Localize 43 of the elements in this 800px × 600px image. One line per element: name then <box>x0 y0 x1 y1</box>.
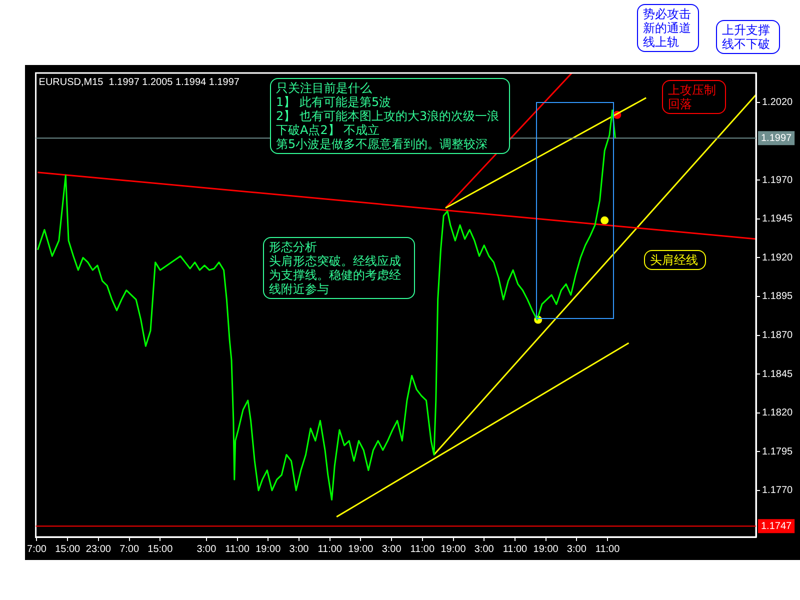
annotation: 头肩经线 <box>650 253 699 267</box>
ref-line-label: 1.1747 <box>761 520 792 532</box>
annotation: 2】 也有可能本图上攻的大3浪的次级一浪 <box>276 109 500 123</box>
annotation: 第5小波是做多不愿意看到的。调整较深 <box>276 137 489 151</box>
x-tick-label: 19:00 <box>348 544 374 555</box>
y-tick-label: 1.1895 <box>762 291 794 302</box>
text: 上升支撑线不下破 <box>722 23 771 51</box>
x-tick-label: 15:00 <box>55 544 81 555</box>
x-tick-label: 19:00 <box>533 544 559 555</box>
x-tick-label: 3:00 <box>196 544 217 555</box>
x-tick-label: 11:00 <box>318 544 342 555</box>
x-tick-label: 7:00 <box>27 544 47 555</box>
x-tick-label: 19:00 <box>440 544 466 555</box>
x-tick-label: 3:00 <box>382 544 402 555</box>
x-tick-label: 3:00 <box>474 544 494 555</box>
x-tick-label: 11:00 <box>410 544 435 555</box>
x-tick-label: 11:00 <box>225 544 250 555</box>
y-tick-label: 1.1820 <box>762 408 794 419</box>
text: 势必攻击新的通道线上轨 <box>643 7 692 49</box>
annotation: 头肩形态突破。经线应成为支撑线。稳健的考虑经线附近参与 <box>269 254 402 296</box>
ref-line-label: 1.1997 <box>761 132 792 144</box>
x-tick-label: 19:00 <box>256 544 282 555</box>
chart-title: EURUSD,M15 1.1997 1.2005 1.1994 1.1997 <box>38 76 240 88</box>
x-tick-label: 15:00 <box>148 544 174 555</box>
x-tick-label: 3:00 <box>566 544 587 555</box>
x-tick-label: 11:00 <box>595 544 620 555</box>
y-tick-label: 1.1945 <box>762 214 794 225</box>
y-tick-label: 1.1795 <box>762 446 794 458</box>
annotation: 上攻压制回落 <box>668 83 717 111</box>
x-tick-label: 11:00 <box>502 544 528 555</box>
x-tick-label: 7:00 <box>120 544 140 555</box>
y-tick-label: 1.1970 <box>762 174 794 186</box>
y-tick-label: 1.1845 <box>762 368 794 380</box>
y-tick-label: 1.1770 <box>762 485 794 496</box>
y-tick-label: 1.1870 <box>762 330 794 342</box>
y-tick-label: 1.2020 <box>762 97 794 108</box>
annotation: 1】 此有可能是第5波 <box>276 95 392 109</box>
x-tick-label: 23:00 <box>86 544 112 555</box>
annotation: 下破A点2】 不成立 <box>276 123 381 137</box>
annotation: 只关注目前是什么 <box>276 81 373 95</box>
annotation: 形态分析 <box>269 240 318 254</box>
y-tick-label: 1.1920 <box>762 252 794 264</box>
x-tick-label: 3:00 <box>289 544 310 555</box>
